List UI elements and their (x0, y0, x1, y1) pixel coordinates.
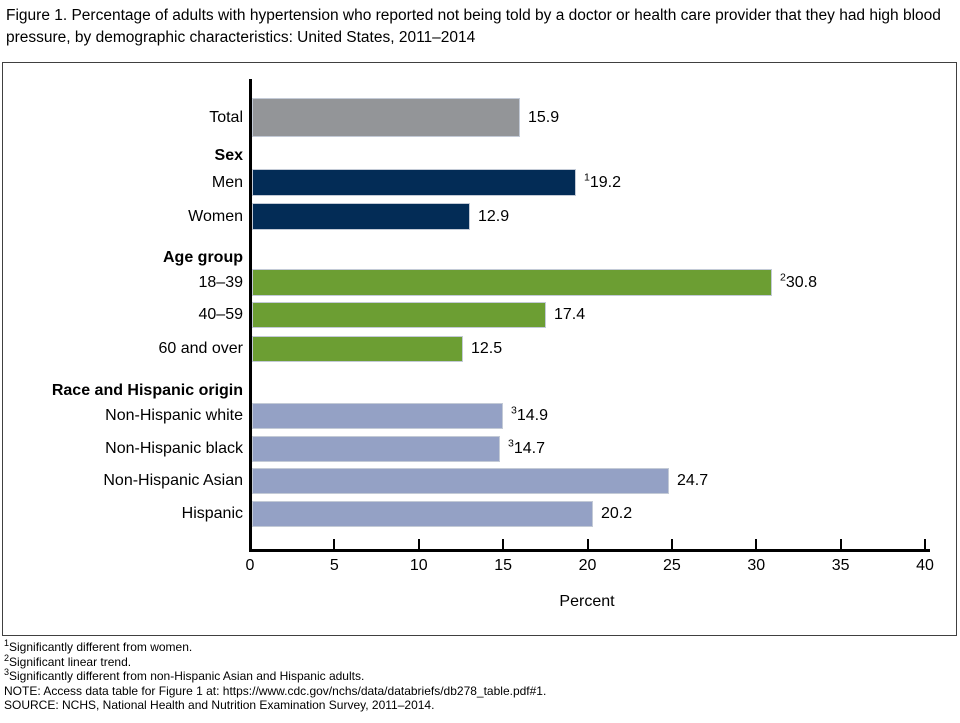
x-axis-title: Percent (559, 593, 615, 610)
footnote-marker: 1 (4, 638, 10, 648)
x-tick (755, 539, 758, 549)
value-label: 119.2 (584, 171, 621, 191)
x-tick-label: 20 (578, 557, 597, 574)
category-label: Non-Hispanic Asian (103, 472, 243, 489)
footnote-marker: 2 (4, 652, 10, 663)
category-label: Non-Hispanic black (105, 440, 243, 457)
group-header-label: Age group (163, 249, 243, 266)
category-label: Men (211, 173, 243, 191)
footnote-marker: 3 (508, 437, 514, 450)
value-label: 314.7 (508, 437, 545, 457)
chart-bar (252, 302, 546, 328)
footnote-line: NOTE: Access data table for Figure 1 at:… (4, 683, 547, 698)
chart-bar (252, 203, 470, 230)
category-label: 60 and over (158, 340, 243, 357)
y-axis-line (249, 79, 252, 552)
value-label: 230.8 (780, 271, 817, 291)
chart-bar (252, 468, 669, 494)
category-label: Women (188, 207, 243, 225)
value-label: 20.2 (601, 505, 633, 522)
x-tick (924, 539, 926, 549)
value-label: 17.4 (554, 306, 586, 323)
x-tick (417, 539, 420, 549)
chart-area: Total 15.9 Sex Men 119.2 Women 12.9 Age group 18… (2, 62, 957, 636)
x-tick-label: 15 (494, 557, 513, 574)
category-label: Non-Hispanic white (105, 407, 243, 424)
x-tick (586, 539, 589, 549)
chart-bar (252, 501, 593, 527)
x-tick-label: 0 (245, 557, 255, 574)
x-tick-label: 10 (409, 557, 428, 574)
group-header-label: Sex (214, 147, 243, 164)
category-label: Hispanic (181, 505, 243, 522)
footnote-line: 3Significantly different from non-Hispan… (4, 667, 365, 684)
x-tick-label: 40 (916, 557, 934, 574)
category-label: 18–39 (198, 273, 244, 291)
chart-bar (252, 403, 503, 429)
chart-bar (252, 336, 463, 362)
footnote-marker: 1 (584, 171, 590, 184)
value-label: 12.5 (471, 340, 503, 357)
footnotes: 1Significantly different from women. 2Sig… (4, 638, 547, 713)
category-label: Total (209, 108, 243, 126)
figure-title: Figure 1. Percentage of adults with hype… (6, 7, 941, 46)
x-tick-label: 35 (831, 557, 850, 574)
x-tick-label: 30 (747, 557, 766, 574)
chart-bar (252, 169, 576, 196)
x-tick (333, 539, 336, 549)
chart-bar (252, 436, 500, 462)
value-label: 15.9 (528, 108, 560, 126)
footnote-line: SOURCE: NCHS, National Health and Nutrit… (4, 698, 435, 713)
chart-bar (252, 98, 520, 137)
value-label: 24.7 (677, 472, 709, 489)
x-tick-label: 5 (329, 557, 339, 574)
x-axis-line (249, 549, 930, 552)
x-tick (502, 539, 505, 549)
footnote-marker: 2 (780, 271, 786, 284)
value-label: 12.9 (478, 207, 510, 225)
x-tick (839, 539, 842, 549)
value-label: 314.9 (511, 404, 548, 424)
category-label: 40–59 (198, 306, 244, 323)
chart-bar (252, 269, 772, 296)
footnote-line: 1Significantly different from women. (4, 638, 193, 655)
group-header-label: Race and Hispanic origin (51, 382, 243, 399)
x-tick-label: 25 (662, 557, 681, 574)
footnote-marker: 3 (4, 667, 10, 678)
x-tick (670, 539, 673, 549)
footnote-marker: 3 (511, 404, 517, 417)
footnote-line: 2Significant linear trend. (4, 652, 132, 669)
